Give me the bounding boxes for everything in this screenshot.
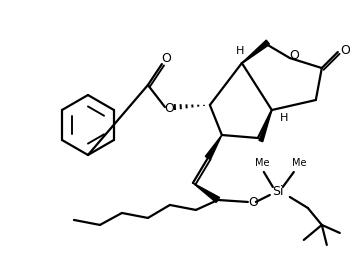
Text: Me: Me (254, 158, 269, 168)
Text: O: O (340, 44, 350, 57)
Text: H: H (236, 46, 244, 56)
Text: Si: Si (272, 186, 284, 199)
Polygon shape (259, 110, 272, 142)
Text: Me: Me (292, 158, 306, 168)
Text: H: H (280, 113, 288, 123)
Polygon shape (193, 183, 219, 202)
Polygon shape (205, 135, 222, 160)
Text: O: O (164, 101, 174, 115)
Text: O: O (161, 52, 171, 64)
Text: O: O (289, 48, 299, 61)
Polygon shape (242, 40, 270, 63)
Text: O: O (248, 196, 258, 209)
